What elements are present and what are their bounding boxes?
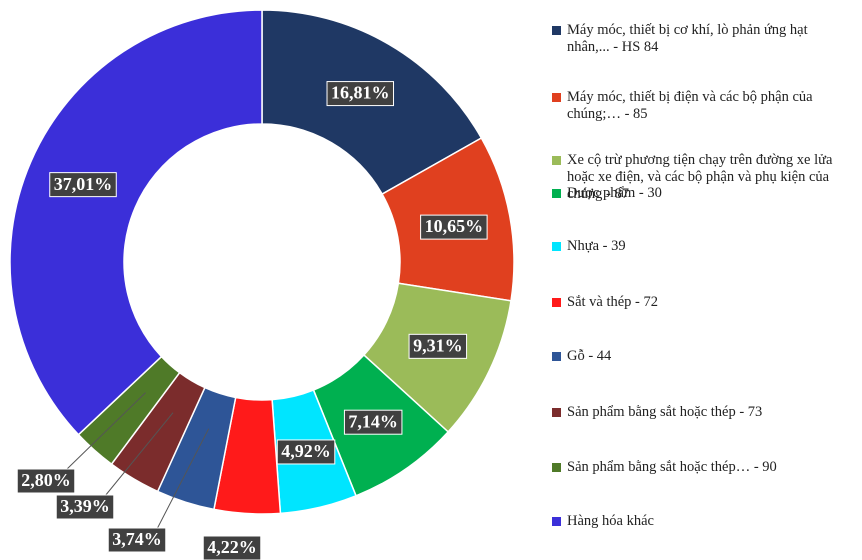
legend-item: Máy móc, thiết bị cơ khí, lò phản ứng hạ… [548,22,848,56]
data-label: 9,31% [408,333,468,359]
data-label: 10,65% [420,214,488,240]
legend-label: Sản phẩm bằng sắt hoặc thép… - 90 [567,459,777,475]
legend-swatch [552,408,561,417]
legend-label: Sản phẩm bằng sắt hoặc thép - 73 [567,404,763,420]
data-label-text: 3,39% [60,496,110,516]
legend-label: Nhựa - 39 [567,238,626,254]
legend-label: Gỗ - 44 [567,348,612,364]
legend: Máy móc, thiết bị cơ khí, lò phản ứng hạ… [548,0,848,560]
data-label-box [16,468,76,494]
data-label-text: 16,81% [331,83,390,103]
data-label-text: 4,22% [207,537,257,557]
legend-swatch [552,463,561,472]
legend-item: Dược phẩm - 30 [548,185,848,202]
data-label: 3,39% [55,494,115,520]
data-label-text: 3,74% [112,529,162,549]
data-label-text: 7,14% [348,411,398,431]
data-label-box [326,81,395,107]
legend-item: Sản phẩm bằng sắt hoặc thép… - 90 [548,459,848,476]
data-label: 4,92% [276,439,336,465]
data-label: 4,22% [202,535,262,560]
data-label-box [202,535,262,560]
data-label: 3,74% [107,527,167,553]
data-label-text: 10,65% [425,216,484,236]
legend-label: Dược phẩm - 30 [567,185,662,201]
leader-line [104,412,174,497]
legend-item: Nhựa - 39 [548,238,848,255]
data-label: 2,80% [16,468,76,494]
legend-item: Xe cộ trừ phương tiện chạy trên đường xe… [548,152,848,203]
legend-item: Sắt và thép - 72 [548,294,848,311]
legend-label: Sắt và thép - 72 [567,294,659,310]
data-label-box [343,409,403,435]
legend-swatch [552,189,561,198]
legend-swatch [552,298,561,307]
data-label-text: 9,31% [413,335,463,355]
legend-swatch [552,352,561,361]
legend-item: Máy móc, thiết bị điện và các bộ phận củ… [548,89,848,123]
legend-item: Sản phẩm bằng sắt hoặc thép - 73 [548,404,848,421]
data-label: 37,01% [49,172,117,198]
legend-swatch [552,93,561,102]
legend-label: Máy móc, thiết bị điện và các bộ phận củ… [567,89,813,122]
legend-swatch [552,517,561,526]
leader-line [156,428,210,530]
legend-swatch [552,26,561,35]
data-label-box [55,494,115,520]
legend-label: Hàng hóa khác [567,513,654,529]
legend-item: Gỗ - 44 [548,348,848,365]
data-label-text: 2,80% [21,470,71,490]
legend-label: Xe cộ trừ phương tiện chạy trên đường xe… [567,152,833,202]
data-label-box [107,527,167,553]
data-label-text: 37,01% [54,174,113,194]
legend-label: Máy móc, thiết bị cơ khí, lò phản ứng hạ… [567,22,808,55]
data-label: 16,81% [326,81,395,107]
legend-swatch [552,242,561,251]
legend-swatch [552,156,561,165]
donut-slice [9,9,263,436]
data-label-box [276,439,336,465]
data-label-box [420,214,488,240]
data-label: 7,14% [343,409,403,435]
data-label-box [408,333,468,359]
leader-line [65,392,146,471]
data-label-box [49,172,117,198]
legend-item: Hàng hóa khác [548,513,848,530]
data-label-text: 4,92% [281,441,331,461]
